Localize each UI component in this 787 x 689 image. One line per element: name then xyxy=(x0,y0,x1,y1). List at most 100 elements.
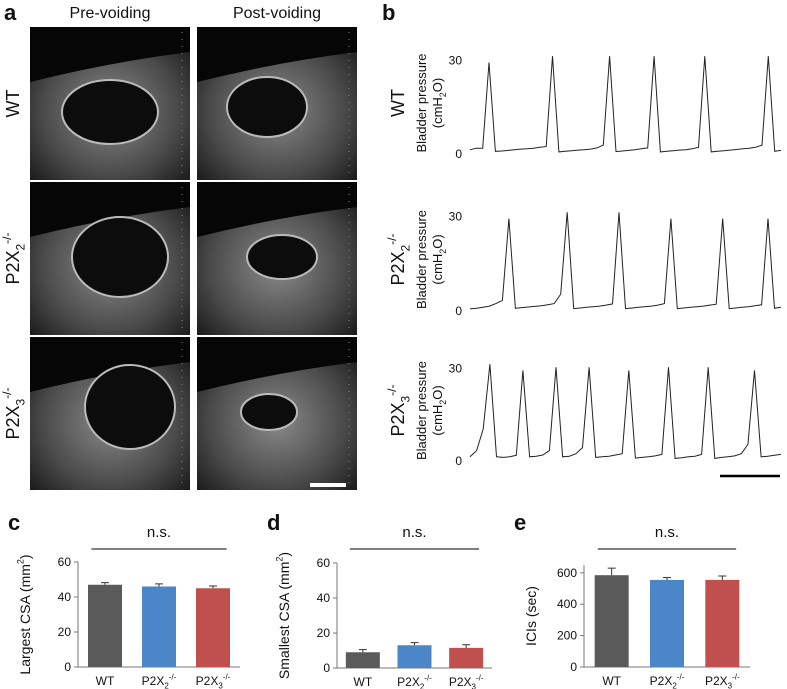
ultrasound-shadow xyxy=(30,182,190,237)
y-axis-label-part: (cmH xyxy=(430,97,445,128)
bar xyxy=(88,584,122,667)
y-axis-label: Smallest CSA (mm2) xyxy=(275,552,292,679)
x-tick-label-part: P2X xyxy=(397,675,420,689)
y-tick-label: 0 xyxy=(323,661,330,675)
x-tick-label-part: 2 xyxy=(420,683,425,689)
y-tick-label: 600 xyxy=(557,566,577,580)
x-tick-label-part: P2X xyxy=(142,674,165,688)
y-axis-label: Bladder pressure xyxy=(414,210,429,309)
bar xyxy=(705,579,740,667)
x-tick-label: P2X2-/- xyxy=(142,673,177,689)
annotation: n.s. xyxy=(402,524,426,541)
row-label: P2X3-/- xyxy=(0,387,27,439)
x-tick-label-part: 3 xyxy=(728,682,733,689)
x-tick-label: P2X3-/- xyxy=(449,674,484,689)
y-tick-label: 0 xyxy=(455,304,462,318)
pressure-trace xyxy=(469,212,782,310)
y-axis-label-part: O) xyxy=(430,78,445,92)
y-axis-label-part: 2 xyxy=(438,92,448,97)
row-label-part: 3 xyxy=(13,398,27,405)
bar xyxy=(650,579,684,667)
y-tick-label: 30 xyxy=(449,361,463,375)
x-tick-label-part: P2X xyxy=(449,675,472,689)
row-label: WT xyxy=(388,89,408,117)
row-label-part: P2X xyxy=(388,251,408,285)
bladder xyxy=(84,364,176,450)
annotation: n.s. xyxy=(655,524,679,541)
panel-letter: a xyxy=(4,0,17,25)
y-tick-label: 40 xyxy=(317,591,331,605)
column-label: Post-voiding xyxy=(233,5,321,22)
y-axis-label-part: Smallest CSA (mm xyxy=(276,562,292,679)
x-tick-label-part: -/- xyxy=(223,673,231,682)
y-axis-label: Largest CSA (mm2) xyxy=(16,554,33,674)
y-axis-label-part: O) xyxy=(430,385,445,399)
y-axis-label: (cmH2O) xyxy=(430,234,448,285)
y-axis-label: ICIs (sec) xyxy=(523,586,539,646)
scale-bar xyxy=(310,483,346,487)
x-tick-label: WT xyxy=(354,675,373,689)
x-tick-label-part: WT xyxy=(602,674,621,688)
y-axis-label-part: O) xyxy=(430,234,445,248)
y-axis-label: Bladder pressure xyxy=(414,54,429,153)
row-label: P2X3-/- xyxy=(385,384,413,436)
y-tick-label: 20 xyxy=(317,626,331,640)
y-axis-label-part: ) xyxy=(17,554,33,559)
x-tick-label: P2X3-/- xyxy=(196,673,231,689)
x-tick-label-part: P2X xyxy=(650,674,673,688)
bladder xyxy=(61,79,159,145)
x-tick-label: WT xyxy=(96,674,115,688)
row-label-part: P2X xyxy=(3,405,23,439)
ultrasound-shadow xyxy=(197,337,357,392)
ultrasound-images xyxy=(30,27,357,490)
bar xyxy=(345,652,380,668)
y-tick-label: 30 xyxy=(449,53,463,67)
y-axis-label: (cmH2O) xyxy=(430,78,448,129)
row-label-part: P2X xyxy=(3,250,23,284)
bar xyxy=(397,645,432,668)
row-label: WT xyxy=(3,90,23,118)
panel-letter: d xyxy=(267,510,280,535)
bladder xyxy=(71,216,169,298)
y-axis-label-part: ICIs (sec) xyxy=(523,586,539,646)
bar xyxy=(449,647,484,668)
x-tick-label-part: -/- xyxy=(476,674,484,683)
row-label-part: 2 xyxy=(398,244,412,251)
y-tick-label: 0 xyxy=(455,147,462,161)
bar xyxy=(594,575,629,667)
y-axis-label-part: (cmH xyxy=(430,254,445,285)
ultrasound-shadow xyxy=(30,337,190,392)
column-label: Pre-voiding xyxy=(70,5,151,22)
x-tick-label: WT xyxy=(602,674,621,688)
bladder xyxy=(240,393,298,431)
x-tick-label-part: P2X xyxy=(705,674,728,688)
row-label-part: WT xyxy=(3,90,23,118)
y-axis-label-part: 2 xyxy=(16,559,26,564)
y-axis-label-part: (cmH xyxy=(430,405,445,436)
x-tick-label-part: 3 xyxy=(472,683,477,689)
x-tick-label-part: -/- xyxy=(732,673,740,682)
row-label-part: -/- xyxy=(0,232,14,243)
x-tick-label: P2X2-/- xyxy=(397,674,432,689)
panel-letter: e xyxy=(514,510,526,535)
annotation: n.s. xyxy=(147,524,171,541)
bladder xyxy=(226,76,308,138)
panel-letter: c xyxy=(8,510,20,535)
y-axis-label: Bladder pressure xyxy=(414,361,429,460)
row-label-part: P2X xyxy=(388,402,408,436)
y-tick-label: 30 xyxy=(449,209,463,223)
x-tick-label-part: P2X xyxy=(196,674,219,688)
y-tick-label: 60 xyxy=(58,555,72,569)
y-tick-label: 0 xyxy=(455,454,462,468)
ultrasound-shadow xyxy=(197,27,357,82)
x-tick-label-part: WT xyxy=(96,674,115,688)
x-tick-label: P2X2-/- xyxy=(650,673,685,689)
y-axis-label-part: 2 xyxy=(438,400,448,405)
pressure-trace xyxy=(469,56,782,153)
bar xyxy=(142,586,176,667)
y-tick-label: 20 xyxy=(58,625,72,639)
y-tick-label: 200 xyxy=(557,629,577,643)
ultrasound-shadow xyxy=(30,27,190,82)
y-axis-label-part: 2 xyxy=(438,249,448,254)
